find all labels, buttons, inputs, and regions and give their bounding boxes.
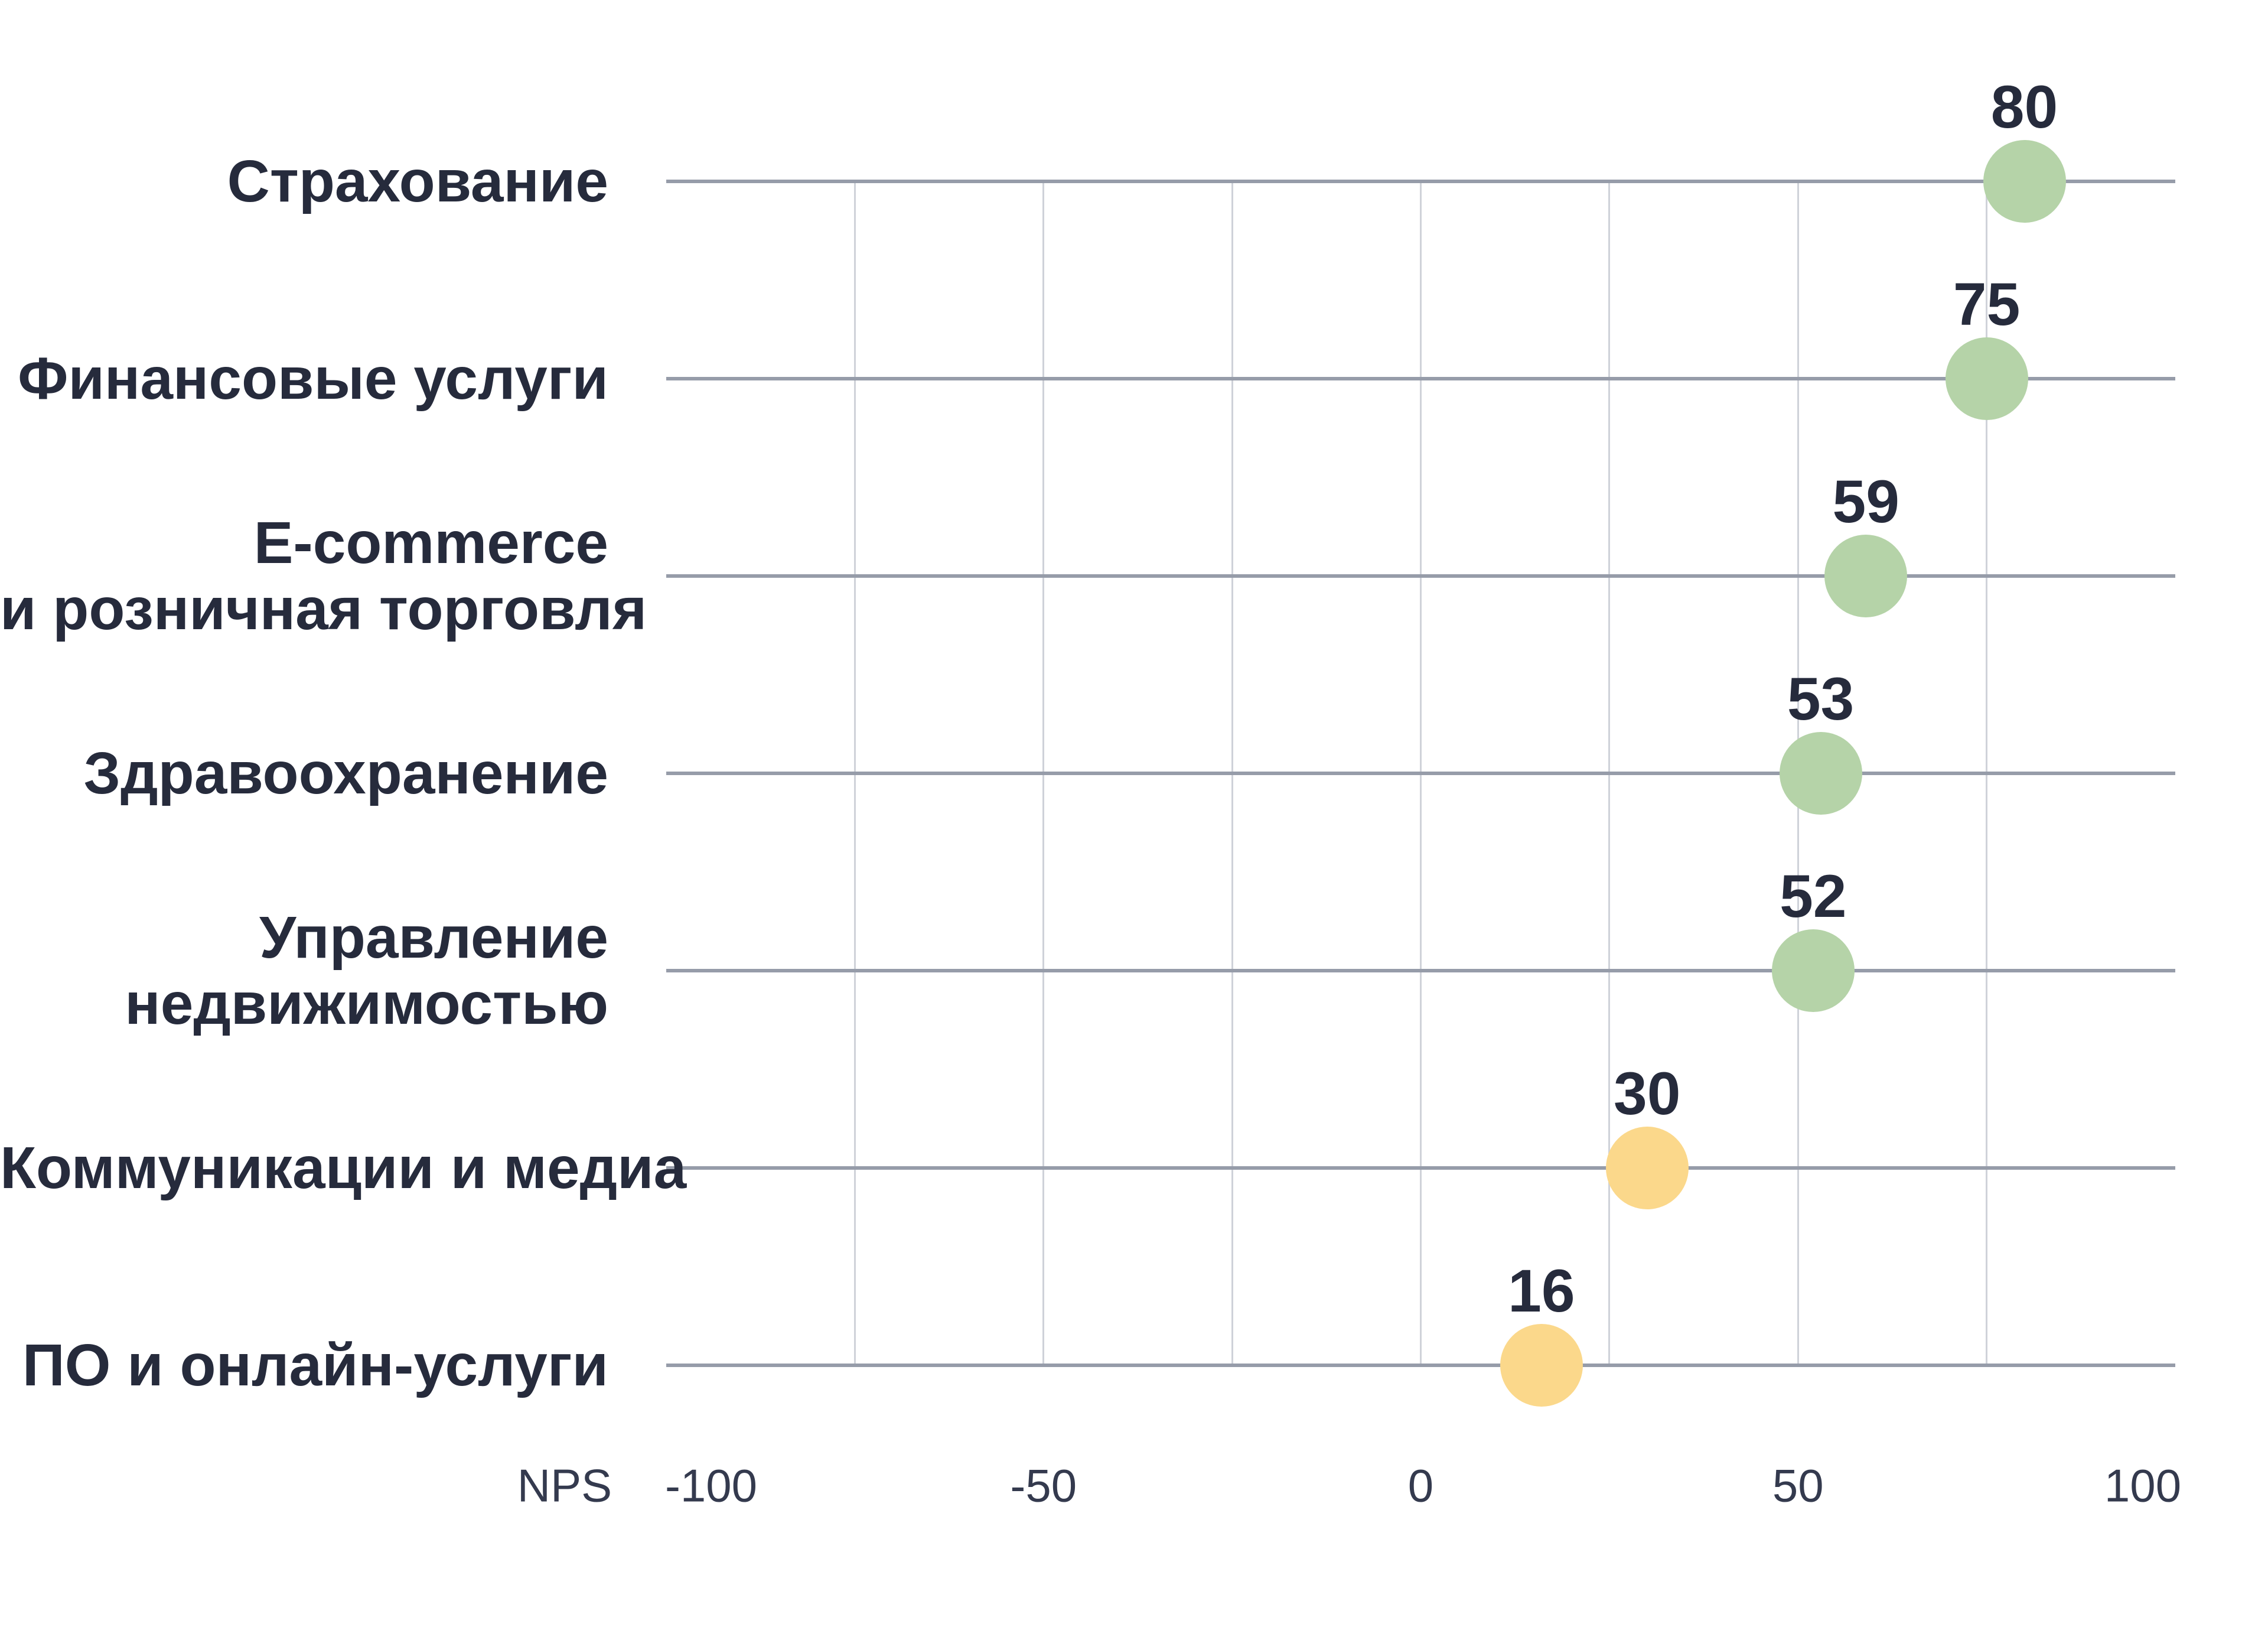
category-label: Финансовые услуги	[0, 346, 608, 412]
category-label: Управление недвижимостью	[0, 904, 608, 1037]
data-point-dot	[1824, 535, 1908, 617]
data-point-value-label: 53	[1787, 665, 1855, 733]
category-label: ПО и онлайн-услуги	[0, 1332, 608, 1398]
category-label-line: Страхование	[227, 148, 608, 214]
category-label-line: E-commerce	[253, 510, 608, 576]
category-row-line	[666, 377, 2175, 380]
data-point-dot	[1945, 337, 2028, 420]
data-point-value-label: 30	[1614, 1060, 1681, 1127]
category-row-line	[666, 772, 2175, 775]
category-row-line	[666, 574, 2175, 578]
x-axis-tick-label: 0	[1407, 1459, 1434, 1512]
data-point-value-label: 59	[1832, 468, 1899, 535]
category-label-line: Здравоохранение	[83, 740, 608, 806]
data-point-dot	[1605, 1127, 1689, 1209]
category-label-line: Финансовые услуги	[18, 346, 608, 412]
data-point-value-label: 75	[1953, 271, 2021, 338]
data-point-dot	[1771, 929, 1855, 1012]
category-row-line	[666, 1364, 2175, 1367]
category-label-line: Управление	[259, 904, 608, 971]
x-axis-tick-label: 50	[1772, 1459, 1824, 1512]
x-axis-tick-label: -100	[664, 1459, 758, 1512]
x-axis-tick-label: 100	[2104, 1459, 2182, 1512]
data-point-value-label: 80	[1990, 73, 2058, 141]
category-label-line: и розничная торговля	[0, 576, 647, 642]
data-point-value-label: 52	[1780, 863, 1847, 930]
category-label-line: Коммуникации и медиа	[0, 1135, 687, 1201]
category-row-line	[666, 1166, 2175, 1170]
category-row-line	[666, 969, 2175, 972]
category-label: Здравоохранение	[0, 740, 608, 806]
data-point-dot	[1983, 140, 2066, 223]
x-axis-tick-label: -50	[1010, 1459, 1077, 1512]
x-axis-title: NPS	[517, 1459, 612, 1512]
category-label-line: ПО и онлайн-услуги	[22, 1332, 608, 1398]
category-label-line: недвижимостью	[125, 971, 608, 1037]
category-row-line	[666, 180, 2175, 183]
category-label: E-commerce и розничная торговля	[0, 510, 647, 642]
data-point-dot	[1500, 1324, 1583, 1407]
data-point-value-label: 16	[1508, 1257, 1575, 1325]
category-label: Страхование	[0, 148, 608, 214]
data-point-dot	[1779, 732, 1862, 815]
category-label: Коммуникации и медиа	[0, 1135, 687, 1201]
